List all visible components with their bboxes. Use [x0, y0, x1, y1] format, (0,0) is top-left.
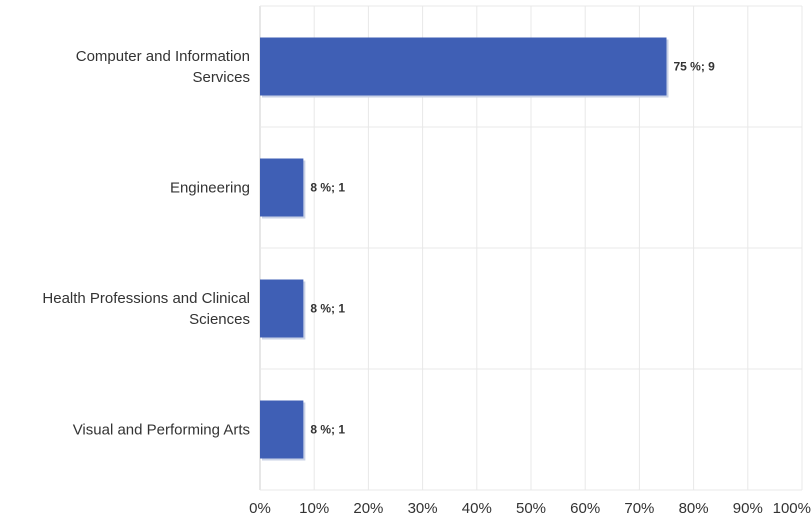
- x-tick-label: 20%: [353, 500, 383, 517]
- category-label-line: Health Professions and Clinical: [42, 290, 250, 307]
- category-label: Health Professions and Clinical Sciences: [42, 290, 250, 328]
- x-tick-label: 10%: [299, 500, 329, 517]
- category-label: Computer and Information Services: [76, 48, 250, 86]
- x-tick-label: 40%: [462, 500, 492, 517]
- bar-4: [260, 400, 304, 459]
- x-tick-label: 60%: [570, 500, 600, 517]
- category-label-line: Visual and Performing Arts: [73, 422, 250, 439]
- data-label: 75 %; 9: [674, 60, 716, 74]
- data-label: 8 %; 1: [310, 302, 345, 316]
- category-label-line: Sciences: [189, 311, 250, 328]
- category-label-line: Engineering: [170, 180, 250, 197]
- category-label-line: Computer and Information: [76, 48, 250, 65]
- category-label-line: Services: [192, 69, 250, 86]
- x-tick-label: 70%: [624, 500, 654, 517]
- data-label: 8 %; 1: [310, 181, 345, 195]
- x-tick-label: 100%: [773, 500, 811, 517]
- bar-1: [260, 37, 667, 96]
- x-tick-label: 90%: [733, 500, 763, 517]
- bar-3: [260, 279, 304, 338]
- x-tick-label: 50%: [516, 500, 546, 517]
- category-label: Engineering: [170, 180, 250, 197]
- category-label: Visual and Performing Arts: [73, 422, 250, 439]
- data-label: 8 %; 1: [310, 423, 345, 437]
- x-tick-label: 30%: [408, 500, 438, 517]
- x-tick-label: 80%: [679, 500, 709, 517]
- bar-2: [260, 158, 304, 217]
- x-tick-label: 0%: [249, 500, 271, 517]
